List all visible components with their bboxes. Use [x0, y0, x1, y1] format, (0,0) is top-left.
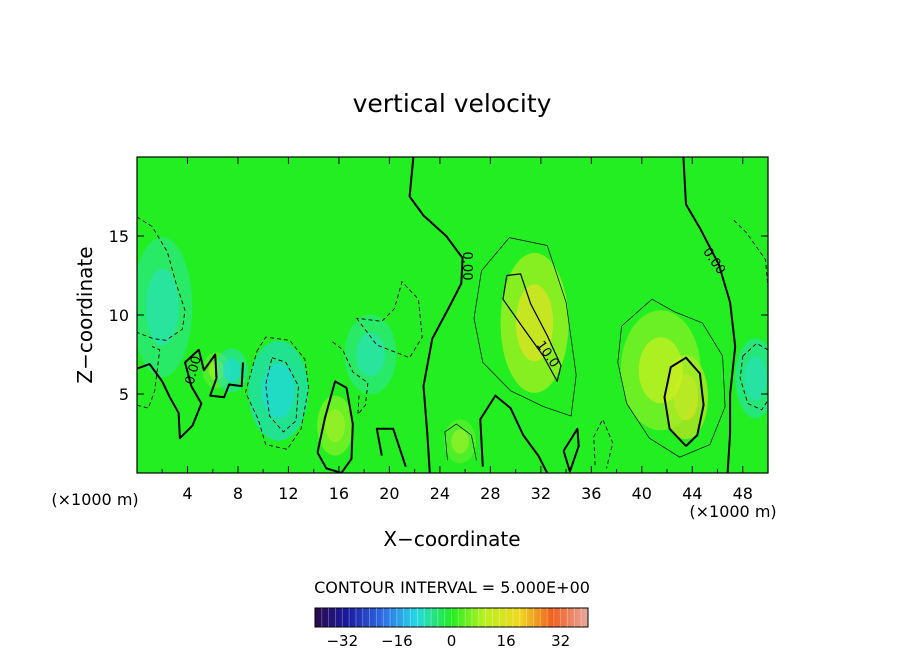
x-tick-label: 24 — [430, 484, 450, 503]
colorbar-tick-label: 16 — [497, 632, 516, 650]
x-tick-label: 40 — [632, 484, 652, 503]
x-tick-label: 8 — [233, 484, 243, 503]
contour-line-negative — [137, 216, 186, 341]
contour-line — [444, 423, 477, 461]
contour-label: 0.00 — [183, 354, 205, 386]
contour-line — [316, 380, 354, 473]
heat-core-downdraft — [222, 358, 241, 383]
contour-line-negative — [245, 336, 310, 450]
colorbar-tick-label: 32 — [551, 632, 570, 650]
x-tick-label: 44 — [682, 484, 702, 503]
x-axis-label: X−coordinate — [383, 527, 520, 551]
x-tick-label: 48 — [733, 484, 753, 503]
colorbar-tick-label: −32 — [326, 632, 358, 650]
contour-line — [562, 427, 580, 473]
x-tick-label: 4 — [182, 484, 192, 503]
heat-core-updraft — [638, 337, 683, 404]
contour-line-negative — [356, 280, 423, 359]
contour-lines — [137, 157, 768, 473]
colorbar: −32 −16 0 16 32 — [314, 607, 589, 650]
x-tick-label: 12 — [278, 484, 298, 503]
contour-line-negative — [137, 346, 161, 409]
x-tick-label: 20 — [379, 484, 399, 503]
colorbar-ticks: −32 −16 0 16 32 — [326, 632, 570, 650]
y-tick-label: 15 — [109, 227, 129, 246]
x-unit-right: (×1000 m) — [689, 502, 776, 521]
x-tick-label: 36 — [581, 484, 601, 503]
contour-line — [137, 348, 244, 440]
colorbar-segments — [321, 608, 582, 627]
heat-core-downdraft — [145, 268, 179, 346]
y-tick-label: 10 — [109, 306, 129, 325]
contour-line — [408, 157, 464, 473]
x-unit-left: (×1000 m) — [51, 490, 138, 509]
y-axis-ticks: 5 10 15 — [109, 227, 768, 404]
x-tick-label: 28 — [480, 484, 500, 503]
heat-core-updraft — [325, 409, 346, 443]
x-tick-label: 16 — [329, 484, 349, 503]
contour-line — [663, 356, 705, 447]
contour-line — [375, 427, 407, 468]
contour-line — [502, 273, 562, 382]
colorbar-tick-label: −16 — [381, 632, 413, 650]
contour-line — [479, 394, 549, 473]
x-tick-label: 32 — [531, 484, 551, 503]
contour-line-negative — [265, 357, 299, 433]
x-axis-ticks: 4 8 12 16 20 24 28 32 36 40 44 48 — [161, 157, 753, 503]
heatmap-field — [137, 237, 768, 464]
contour-interval-label: CONTOUR INTERVAL = 5.000E+00 — [314, 578, 590, 597]
contour-label: 0.00 — [459, 252, 474, 281]
contour-line — [617, 298, 726, 458]
contour-line-negative — [733, 219, 768, 289]
heat-core-downdraft — [356, 332, 385, 377]
y-tick-label: 5 — [119, 385, 129, 404]
y-axis-label: Z−coordinate — [73, 246, 97, 383]
heat-core-downdraft — [261, 363, 295, 419]
chart-title: vertical velocity — [353, 89, 552, 118]
colorbar-tick-label: 0 — [447, 632, 457, 650]
heat-core-downdraft — [744, 356, 767, 401]
colorbar-gradient — [314, 607, 589, 628]
contour-line — [473, 237, 577, 417]
contour-line — [682, 157, 737, 473]
heat-core-updraft — [515, 284, 554, 362]
heat-core-updraft — [451, 429, 469, 454]
